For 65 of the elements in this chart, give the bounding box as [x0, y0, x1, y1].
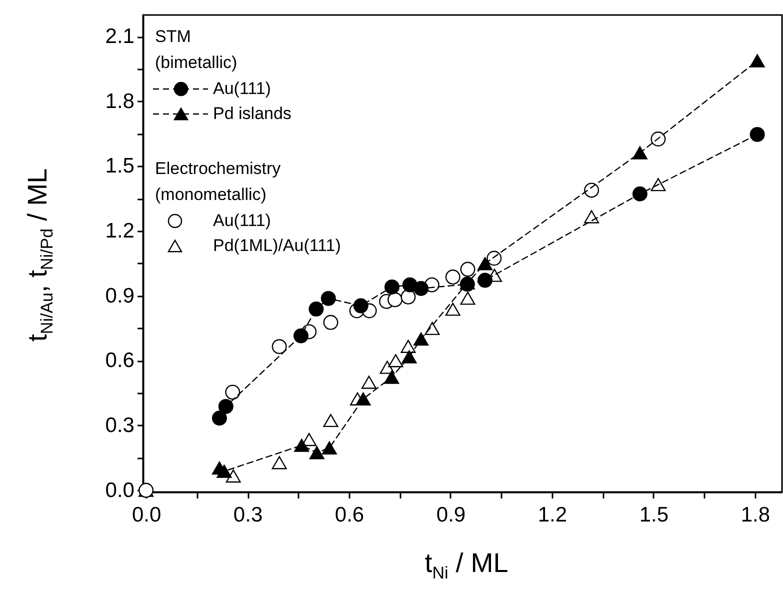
- x-tick-label: 0.9: [436, 504, 466, 526]
- point: [414, 281, 429, 296]
- point: [272, 339, 287, 354]
- x-tick-label: 0.6: [334, 504, 364, 526]
- x-tick-label: 0.3: [233, 504, 263, 526]
- x-tick-label: 1.8: [740, 504, 770, 526]
- point: [400, 340, 416, 353]
- y-tick-label: 1.8: [105, 90, 134, 113]
- point: [445, 270, 460, 285]
- legend-label: Pd(1ML)/Au(111): [213, 236, 341, 255]
- legend-label: Pd islands: [213, 104, 292, 123]
- point: [320, 290, 336, 306]
- point: [584, 210, 600, 224]
- y-tick-label: 0.9: [105, 284, 134, 308]
- point: [478, 272, 492, 288]
- y-tick-label: 0.3: [105, 414, 134, 437]
- point: [445, 302, 460, 316]
- y-tick-label: 1.2: [105, 220, 134, 243]
- point: [212, 410, 227, 426]
- point: [272, 456, 287, 470]
- point: [361, 376, 376, 389]
- point: [308, 302, 324, 316]
- point: [414, 332, 429, 346]
- point: [302, 432, 317, 446]
- point: [218, 398, 234, 414]
- point: [632, 186, 648, 202]
- annotation: Electrochemistry (monometallic): [155, 159, 282, 204]
- legend-label: Au(111): [213, 79, 271, 98]
- annotation: STM (bimetallic): [155, 27, 238, 72]
- point: [226, 469, 241, 483]
- point: [384, 370, 400, 384]
- point: [353, 298, 368, 314]
- point: [632, 146, 648, 160]
- point: [323, 314, 338, 330]
- point: [750, 54, 765, 68]
- point: [384, 280, 400, 294]
- legend-label: Au(111): [213, 211, 271, 230]
- y-tick-label: 1.5: [105, 154, 134, 178]
- point: [460, 292, 476, 305]
- x-axis-title: t$_{Ni}$ / ML: [424, 548, 510, 584]
- point: [293, 328, 308, 344]
- point: [424, 322, 440, 336]
- point: [356, 392, 371, 406]
- point: [584, 182, 600, 198]
- point: [309, 446, 324, 460]
- x-tick-label: 1.5: [639, 504, 669, 526]
- point: [402, 350, 417, 364]
- y-tick-label: 0.0: [105, 478, 134, 502]
- point: [388, 292, 403, 308]
- point: [750, 126, 765, 142]
- y-tick-label: 2.1: [105, 25, 134, 48]
- point: [650, 132, 666, 146]
- point: [478, 257, 492, 270]
- point: [322, 441, 337, 454]
- point: [388, 354, 404, 368]
- y-tick-label: 0.6: [105, 349, 134, 372]
- point: [460, 276, 475, 292]
- x-tick-label: 1.2: [538, 504, 568, 526]
- point: [460, 262, 476, 277]
- point: [486, 250, 502, 266]
- x-tick-label: 0.0: [132, 504, 162, 526]
- point: [225, 384, 240, 400]
- point: [216, 464, 232, 478]
- point: [294, 438, 310, 452]
- point: [323, 414, 338, 428]
